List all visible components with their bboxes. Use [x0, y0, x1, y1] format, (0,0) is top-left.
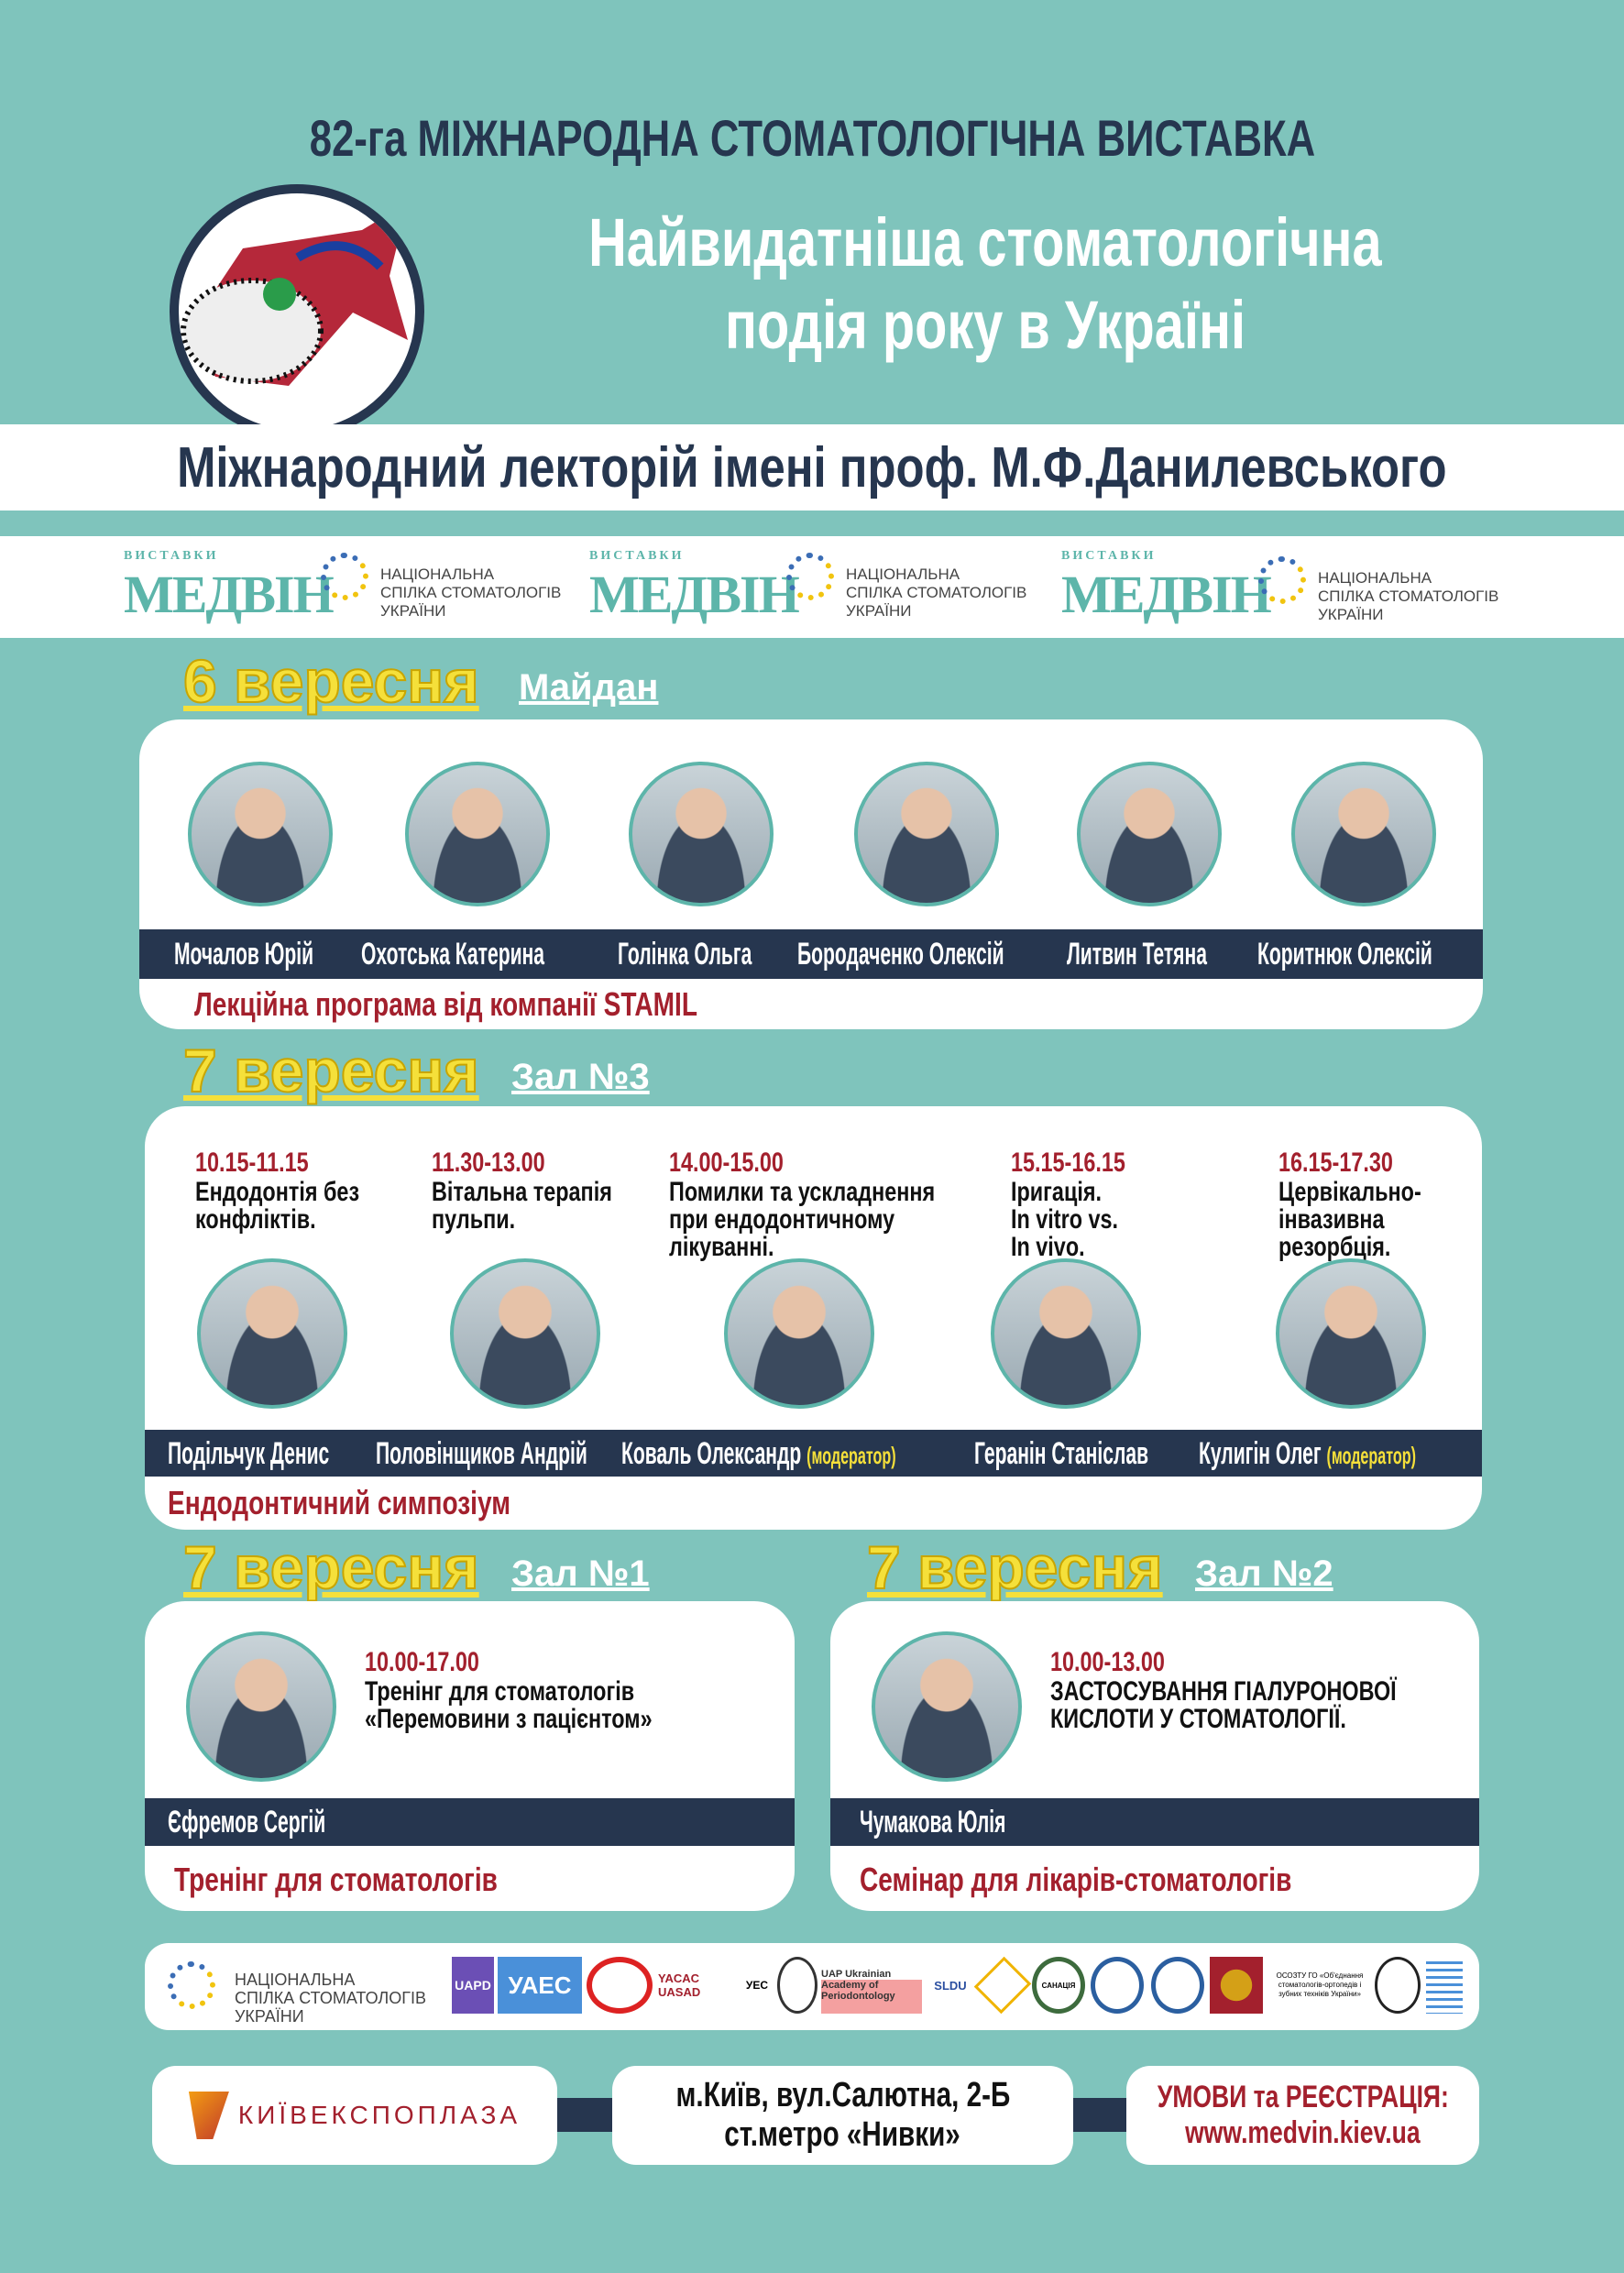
- speaker-photo: [1077, 762, 1222, 906]
- nss-icon: [1258, 556, 1306, 604]
- hall2-card: 10.00-13.00 ЗАСТОСУВАННЯ ГІАЛУРОНОВОЇ КИСЛ…: [830, 1601, 1479, 1911]
- moderator-label: (модератор): [1326, 1441, 1416, 1469]
- hall1-date: 7 вересня: [182, 1532, 480, 1602]
- hall1-hall: Зал №1: [511, 1554, 650, 1594]
- hall1-caption: Тренінг для стоматологів: [174, 1861, 498, 1898]
- speaker-name: Мочалов Юрій: [174, 937, 314, 972]
- exhibition-fish-logo: [170, 184, 424, 439]
- partner-logo: [777, 1957, 817, 2014]
- speakers-bar: Подільчук Денис Половінщиков Андрій Кова…: [145, 1430, 1482, 1477]
- lectorium-band: Міжнародний лекторій імені проф. М.Ф.Дан…: [0, 424, 1624, 511]
- uapd-logo: UAPD: [452, 1957, 494, 2014]
- nss-icon: [168, 1961, 215, 2009]
- hall2-caption: Семінар для лікарів-стоматологів: [860, 1861, 1292, 1898]
- nss-icon: [786, 553, 834, 600]
- nss-logo-text: НАЦІОНАЛЬНА СПІЛКА СТОМАТОЛОГІВ УКРАЇНИ: [380, 566, 562, 620]
- hall1-card: 10.00-17.00 Тренінг для стоматологів «Пере…: [145, 1601, 795, 1911]
- lectorium-title: Міжнародний лекторій імені проф. М.Ф.Дан…: [177, 435, 1447, 500]
- day2-caption: Ендодонтичний симпозіум: [168, 1484, 511, 1521]
- day2-date: 7 вересня: [182, 1036, 480, 1105]
- uec-logo: УЕС: [745, 1979, 769, 1992]
- moderator-label: (модератор): [807, 1441, 896, 1469]
- session: 15.15-16.15 Іригація. In vitro vs. In vivo.: [1011, 1147, 1125, 1262]
- nss-logo-text: НАЦІОНАЛЬНА СПІЛКА СТОМАТОЛОГІВ УКРАЇНИ: [1318, 569, 1499, 623]
- speaker-photo: [724, 1258, 874, 1409]
- medvin-logo: ВИСТАВКИ МЕДВІН: [124, 549, 335, 624]
- speaker-photo: [1291, 762, 1436, 906]
- speaker-photo: [1276, 1258, 1426, 1409]
- speaker-name: Бородаченко Олексій: [797, 937, 1004, 972]
- speaker-name: Половінщиков Андрій: [376, 1435, 587, 1471]
- session: 14.00-15.00 Помилки та ускладнення при енд…: [669, 1147, 936, 1262]
- address-line: м.Київ, вул.Салютна, 2-Б: [675, 2076, 1010, 2114]
- speaker-photo: [872, 1631, 1022, 1782]
- day1-caption: Лекційна програма від компанії STAMIL: [194, 985, 698, 1023]
- session: 10.15-11.15 Ендодонтія без конфліктів.: [195, 1147, 360, 1235]
- hall2-hall: Зал №2: [1195, 1554, 1333, 1594]
- address-box: м.Київ, вул.Салютна, 2-Б ст.метро «Нивки…: [612, 2066, 1073, 2165]
- speaker-photo: [450, 1258, 600, 1409]
- speaker-name: Голінка Ольга: [618, 937, 752, 972]
- yacac-logo: YACAC UASAD: [658, 1971, 701, 1999]
- day2-hall: Зал №3: [511, 1057, 650, 1097]
- osoztu-logo: ОСОЗТУ ГО «Об'єднання стоматологів-ортоп…: [1276, 1971, 1364, 1998]
- partner-logo: [1210, 1957, 1263, 2014]
- speaker-name: Охотська Катерина: [361, 937, 544, 972]
- speaker-name: Литвин Тетяна: [1067, 937, 1207, 972]
- medvin-logo: ВИСТАВКИ МЕДВІН: [589, 549, 800, 624]
- partner-logo: [1375, 1957, 1421, 2014]
- uaes-logo: УАЕС: [498, 1957, 582, 2014]
- kyivexpoplaza-icon: [188, 2092, 229, 2139]
- speaker-photo: [629, 762, 774, 906]
- speakers-bar: Єфремов Сергій: [145, 1798, 795, 1846]
- partner-logo: [1091, 1957, 1144, 2014]
- registration-label: УМОВИ та РЕЄСТРАЦІЯ:: [1157, 2080, 1449, 2114]
- speaker-photo: [405, 762, 550, 906]
- speaker-photo: [991, 1258, 1141, 1409]
- speaker-photo: [854, 762, 999, 906]
- partner-logo: [587, 1957, 653, 2014]
- speaker-name: Кулигін Олег (модератор): [1199, 1435, 1416, 1471]
- speaker-photo: [197, 1258, 347, 1409]
- speaker-name: Подільчук Денис: [168, 1435, 330, 1471]
- session: 10.00-13.00 ЗАСТОСУВАННЯ ГІАЛУРОНОВОЇ КИСЛ…: [1050, 1647, 1397, 1734]
- nss-logo-text: НАЦІОНАЛЬНА СПІЛКА СТОМАТОЛОГІВ УКРАЇНИ: [235, 1971, 426, 2026]
- speaker-name: Коритнюк Олексій: [1257, 937, 1432, 972]
- session: 11.30-13.00 Вітальна терапія пульпи.: [432, 1147, 612, 1235]
- speakers-bar: Чумакова Юлія: [830, 1798, 1479, 1846]
- day1-card: Мочалов Юрій Охотська Катерина Голінка О…: [139, 719, 1483, 1029]
- speaker-photo: [188, 762, 333, 906]
- day1-hall: Майдан: [519, 667, 659, 708]
- metro-line: ст.метро «Нивки»: [724, 2115, 961, 2154]
- speakers-bar: Мочалов Юрій Охотська Катерина Голінка О…: [139, 929, 1483, 979]
- registration-box: УМОВИ та РЕЄСТРАЦІЯ: www.medvin.kiev.ua: [1126, 2066, 1479, 2165]
- partner-logo: [1151, 1957, 1204, 2014]
- day2-card: 10.15-11.15 Ендодонтія без конфліктів. 11.…: [145, 1106, 1482, 1530]
- speaker-name: Коваль Олександр (модератор): [621, 1435, 896, 1471]
- speaker-name: Геранін Станіслав: [974, 1435, 1149, 1471]
- uap-logo: UAP Ukrainian Academy of Periodontology: [821, 1957, 922, 2014]
- speaker-name: Чумакова Юлія: [860, 1805, 1006, 1839]
- headline-line1: Найвидатніша стоматологічна: [588, 204, 1382, 280]
- session: 10.00-17.00 Тренінг для стоматологів «Пере…: [365, 1647, 653, 1734]
- speaker-photo: [186, 1631, 336, 1782]
- partner-logo: [1426, 1957, 1463, 2014]
- hall2-date: 7 вересня: [866, 1532, 1164, 1602]
- venue-name: КИЇВЕКСПОПЛАЗА: [237, 2101, 521, 2129]
- day1-date: 6 вересня: [182, 646, 480, 716]
- sldu-logo: SLDU: [934, 1978, 967, 1993]
- nss-logo-text: НАЦІОНАЛЬНА СПІЛКА СТОМАТОЛОГІВ УКРАЇНИ: [846, 566, 1027, 620]
- headline-line2: подія року в Україні: [725, 287, 1245, 363]
- venue-logo: КИЇВЕКСПОПЛАЗА: [152, 2066, 557, 2165]
- organizer-logos-strip: ВИСТАВКИ МЕДВІН НАЦІОНАЛЬНА СПІЛКА СТОМАТО…: [0, 536, 1624, 638]
- website-link[interactable]: www.medvin.kiev.ua: [1185, 2115, 1421, 2150]
- exhibition-title: 82-га МІЖНАРОДНА СТОМАТОЛОГІЧНА ВИСТАВКА: [309, 109, 1315, 167]
- speaker-name: Єфремов Сергій: [168, 1805, 326, 1839]
- sanatsia-logo: САНАЦІЯ: [1032, 1957, 1085, 2014]
- nss-icon: [321, 553, 368, 600]
- medvin-logo: ВИСТАВКИ МЕДВІН: [1061, 549, 1272, 624]
- session: 16.15-17.30 Цервікально-інвазивна резорбці…: [1278, 1147, 1421, 1262]
